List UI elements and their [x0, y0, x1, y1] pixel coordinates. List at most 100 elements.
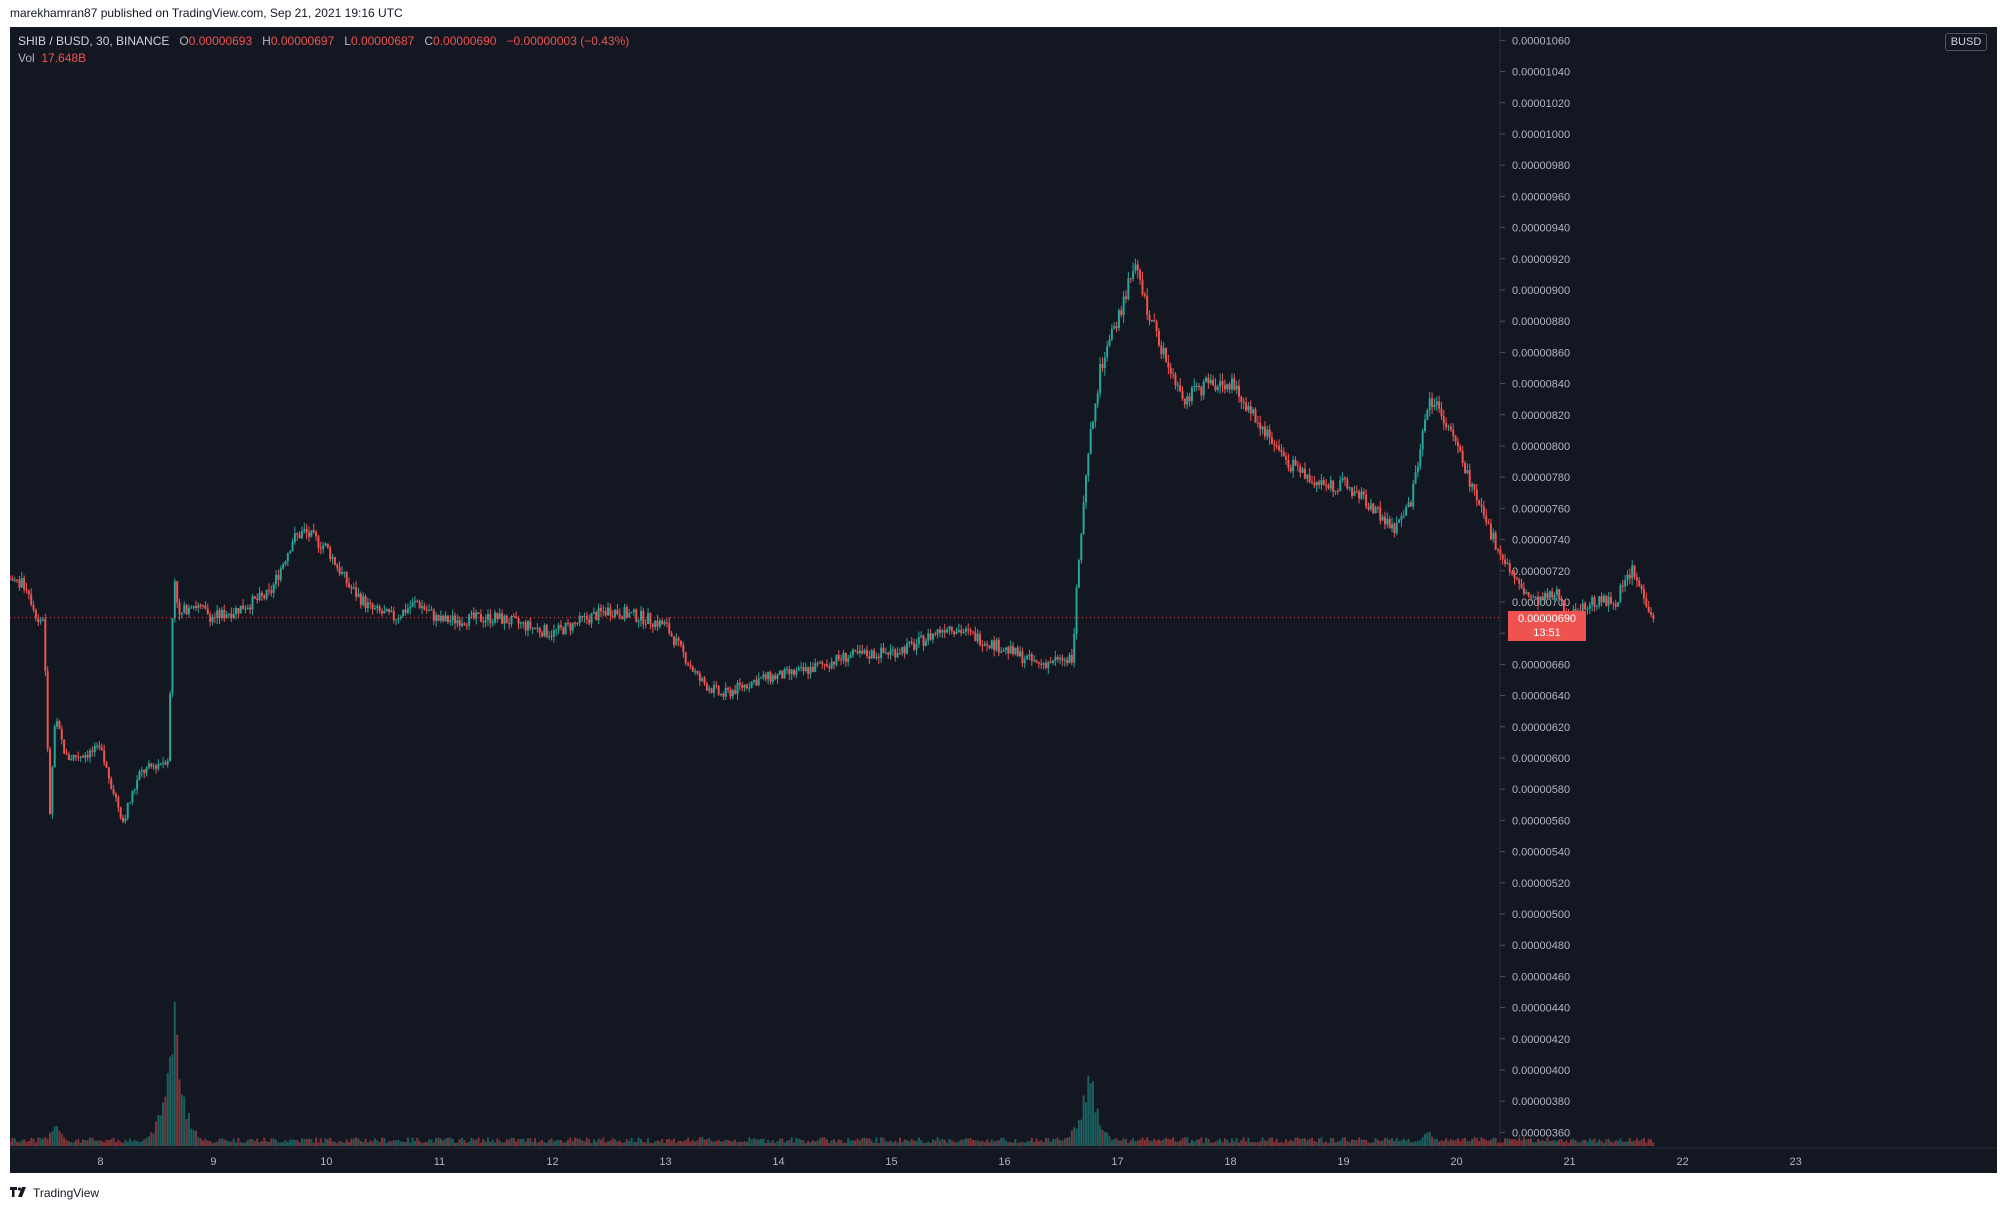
- grid-dot: [156, 63, 157, 64]
- grid-dot: [422, 133, 423, 134]
- grid-dot: [352, 105, 353, 106]
- grid-dot: [1234, 119, 1235, 120]
- volume-bar: [1428, 1131, 1431, 1146]
- volume-bar: [1110, 1140, 1113, 1146]
- grid-dot: [86, 147, 87, 148]
- candle-body: [927, 633, 930, 641]
- candle-body: [1259, 422, 1262, 430]
- grid-dot: [1290, 119, 1291, 120]
- candle-body: [887, 652, 890, 655]
- grid-dot: [772, 49, 773, 50]
- volume-bar: [230, 1141, 233, 1146]
- volume-bar: [910, 1139, 913, 1146]
- grid-dot: [16, 77, 17, 78]
- chart-background: [10, 27, 1997, 1173]
- candle-body: [1200, 386, 1203, 396]
- grid-dot: [366, 63, 367, 64]
- high-label: H: [262, 34, 271, 48]
- grid-dot: [926, 77, 927, 78]
- volume-bar: [1537, 1139, 1540, 1146]
- candle-body: [1539, 596, 1542, 606]
- candle-body: [74, 754, 77, 757]
- grid-dot: [926, 49, 927, 50]
- grid-dot: [982, 49, 983, 50]
- candle-body: [607, 607, 610, 616]
- grid-dot: [1304, 147, 1305, 148]
- candle-body: [1214, 385, 1217, 390]
- symbol-label[interactable]: SHIB / BUSD, 30, BINANCE: [18, 34, 170, 48]
- candle-body: [1334, 490, 1337, 492]
- volume-bar: [89, 1137, 92, 1146]
- volume-bar: [986, 1139, 989, 1146]
- grid-dot: [114, 63, 115, 64]
- candle-body: [851, 649, 854, 656]
- price-tick-label: 0.00000360: [1512, 1127, 1570, 1139]
- candle-body: [571, 622, 574, 631]
- grid-dot: [1374, 147, 1375, 148]
- grid-dot: [44, 91, 45, 92]
- grid-dot: [1164, 49, 1165, 50]
- volume-bar: [1115, 1138, 1118, 1146]
- candle-body: [1419, 449, 1422, 467]
- candle-body: [1527, 592, 1530, 596]
- grid-dot: [366, 147, 367, 148]
- grid-dot: [954, 77, 955, 78]
- grid-dot: [1150, 63, 1151, 64]
- price-tick-label: 0.00001040: [1512, 67, 1570, 79]
- volume-bar: [1372, 1142, 1375, 1146]
- volume-bar: [993, 1141, 996, 1146]
- grid-dot: [268, 147, 269, 148]
- open-label: O: [179, 34, 189, 48]
- volume-bar: [906, 1140, 909, 1146]
- volume-bar: [1186, 1137, 1189, 1146]
- grid-dot: [926, 63, 927, 64]
- price-tick-label: 0.00000820: [1512, 410, 1570, 422]
- volume-bar: [421, 1143, 424, 1146]
- grid-dot: [534, 147, 535, 148]
- grid-dot: [744, 91, 745, 92]
- volume-bar: [58, 1131, 61, 1146]
- grid-dot: [72, 91, 73, 92]
- candle-body: [53, 726, 56, 768]
- candle-body: [1303, 468, 1306, 479]
- grid-dot: [1332, 63, 1333, 64]
- candle-body: [1348, 487, 1351, 489]
- volume-bar: [522, 1138, 525, 1146]
- candle-body: [663, 622, 666, 625]
- volume-bar: [1256, 1142, 1259, 1146]
- volume-bar: [70, 1142, 73, 1146]
- grid-dot: [520, 105, 521, 106]
- candle-body: [595, 612, 598, 621]
- grid-dot: [436, 77, 437, 78]
- grid-dot: [940, 77, 941, 78]
- volume-bar: [1522, 1137, 1525, 1146]
- grid-dot: [1206, 49, 1207, 50]
- grid-dot: [744, 63, 745, 64]
- candle-body: [752, 679, 755, 682]
- grid-dot: [1122, 91, 1123, 92]
- volume-bar: [1635, 1138, 1638, 1146]
- candle-body: [1103, 357, 1106, 368]
- grid-dot: [1416, 91, 1417, 92]
- volume-bar: [190, 1128, 193, 1146]
- grid-dot: [660, 147, 661, 148]
- currency-badge[interactable]: BUSD: [1945, 33, 1987, 51]
- candle-body: [522, 622, 525, 624]
- volume-bar: [1242, 1137, 1245, 1146]
- footer-brand[interactable]: TradingView: [10, 1183, 99, 1203]
- grid-dot: [604, 147, 605, 148]
- volume-bar: [665, 1139, 668, 1146]
- grid-dot: [436, 91, 437, 92]
- candle-body: [253, 596, 256, 599]
- candle-body: [484, 620, 487, 623]
- price-chart-svg[interactable]: 0.000010600.000010400.000010200.00001000…: [10, 27, 1997, 1173]
- candle-body: [745, 684, 748, 689]
- grid-dot: [1178, 77, 1179, 78]
- grid-dot: [450, 119, 451, 120]
- grid-dot: [394, 77, 395, 78]
- volume-bar: [811, 1140, 814, 1146]
- candle-body: [1393, 523, 1396, 534]
- chart-pane[interactable]: 0.00001060 0.00001040 0.00001020 0.00001000…: [10, 27, 1997, 1173]
- candle-body: [133, 789, 136, 791]
- volume-bar: [1362, 1139, 1365, 1146]
